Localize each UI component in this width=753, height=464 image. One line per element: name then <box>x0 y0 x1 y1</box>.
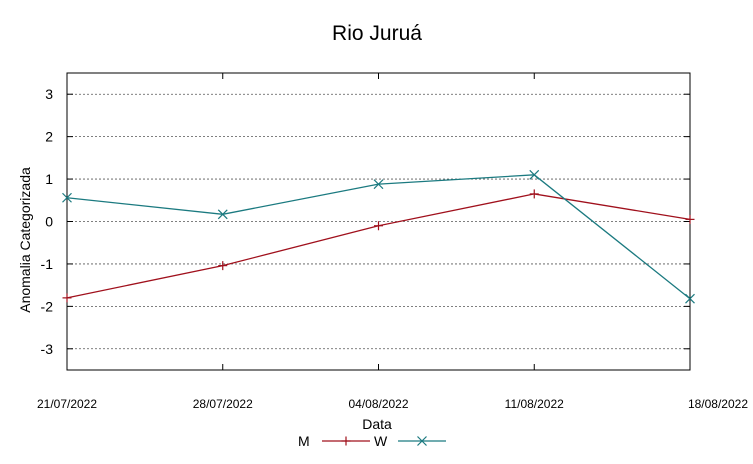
series-lines <box>62 169 695 304</box>
y-tick-label: 3 <box>45 86 53 102</box>
legend-marker-m <box>341 436 351 446</box>
data-point-w <box>529 169 540 180</box>
x-axis-ticks: 21/07/2022 28/07/2022 04/08/2022 11/08/2022… <box>37 73 748 411</box>
data-point-m <box>62 293 72 303</box>
x-tick-label: 21/07/2022 <box>37 397 97 411</box>
y-tick-label: 2 <box>45 129 53 145</box>
data-point-m <box>374 221 383 231</box>
y-tick-label: 0 <box>45 214 53 230</box>
data-point-m <box>218 261 228 271</box>
y-tick-label: -1 <box>41 256 54 272</box>
y-axis-ticks: 3 2 1 0 -1 -2 -3 <box>41 86 690 357</box>
y-axis-label: Anomalia Categorizada <box>17 167 33 313</box>
data-point-w <box>373 179 384 190</box>
x-tick-label: 28/07/2022 <box>193 397 253 411</box>
y-tick-label: 1 <box>45 171 53 187</box>
series-line-w <box>66 174 691 300</box>
x-axis-label: Data <box>362 416 392 432</box>
data-point-w <box>217 209 228 220</box>
chart-title: Rio Juruá <box>332 22 422 45</box>
x-tick-label: 11/08/2022 <box>505 397 564 411</box>
data-point-m <box>685 214 695 224</box>
x-tick-label: 04/08/2022 <box>348 397 408 411</box>
legend-label-m: M <box>298 433 310 449</box>
y-tick-label: -3 <box>41 341 54 357</box>
series-line-m <box>66 193 691 299</box>
x-tick-label: 18/08/2022 <box>688 397 748 411</box>
data-point-w <box>62 192 72 203</box>
data-point-m <box>529 189 539 199</box>
legend-marker-w <box>417 436 427 446</box>
data-point-w <box>685 293 695 304</box>
y-tick-label: -2 <box>41 298 54 314</box>
legend-label-w: W <box>374 433 388 449</box>
